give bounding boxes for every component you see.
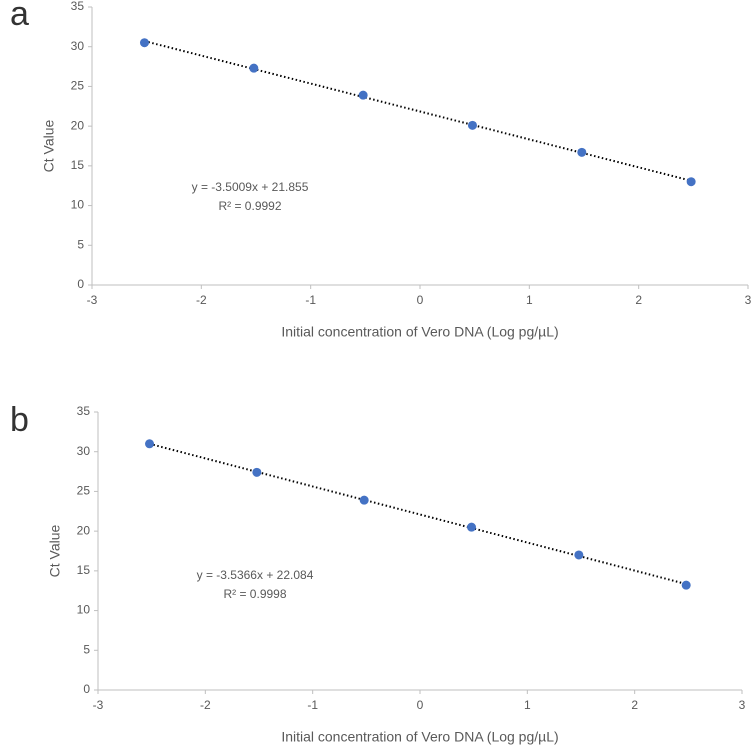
y-tick-label: 10 [77,603,91,617]
data-point [467,120,477,130]
x-axis-title: Initial concentration of Vero DNA (Log p… [281,729,558,745]
x-tick-label: 2 [635,293,642,307]
data-point [249,63,259,73]
data-point [252,467,262,477]
annotation: y = -3.5009x + 21.855 [192,180,309,194]
data-point [358,90,368,100]
x-tick-label: 1 [526,293,533,307]
y-tick-label: 25 [71,79,85,93]
x-tick-label: 3 [739,698,746,712]
data-point [145,439,155,449]
data-point [574,550,584,560]
data-point [467,522,477,532]
y-tick-label: 25 [77,484,91,498]
data-point [577,147,587,157]
trendline [144,40,692,182]
panel-label: b [10,401,29,439]
x-tick-label: 3 [745,293,752,307]
x-tick-label: 2 [631,698,638,712]
x-axis-title: Initial concentration of Vero DNA (Log p… [281,324,558,340]
data-point [681,580,691,590]
y-axis-title: Ct Value [47,524,63,577]
y-tick-label: 10 [71,198,85,212]
trendline [149,442,687,586]
y-tick-label: 0 [83,682,90,696]
x-tick-label: 0 [417,293,424,307]
annotation: y = -3.5366x + 22.084 [197,568,314,582]
x-tick-label: -2 [196,293,207,307]
annotation: R² = 0.9998 [223,587,286,601]
x-tick-label: -1 [305,293,316,307]
x-tick-label: -3 [87,293,98,307]
y-tick-label: 15 [77,563,91,577]
y-tick-label: 5 [77,237,84,251]
data-point [359,495,369,505]
y-tick-label: 30 [77,444,91,458]
x-tick-label: 0 [417,698,424,712]
y-axis-title: Ct Value [41,119,57,172]
annotation: R² = 0.9992 [218,199,281,213]
data-point [139,38,149,48]
data-point [686,177,696,187]
y-tick-label: 35 [71,0,85,13]
y-tick-label: 0 [77,277,84,291]
y-tick-label: 20 [71,118,85,132]
y-tick-label: 15 [71,158,85,172]
y-tick-label: 20 [77,523,91,537]
panel-label: a [10,0,29,33]
x-tick-label: 1 [524,698,531,712]
x-tick-label: -3 [93,698,104,712]
y-tick-label: 35 [77,404,91,418]
y-tick-label: 30 [71,39,85,53]
x-tick-label: -2 [200,698,211,712]
y-tick-label: 5 [83,642,90,656]
x-tick-label: -1 [307,698,318,712]
